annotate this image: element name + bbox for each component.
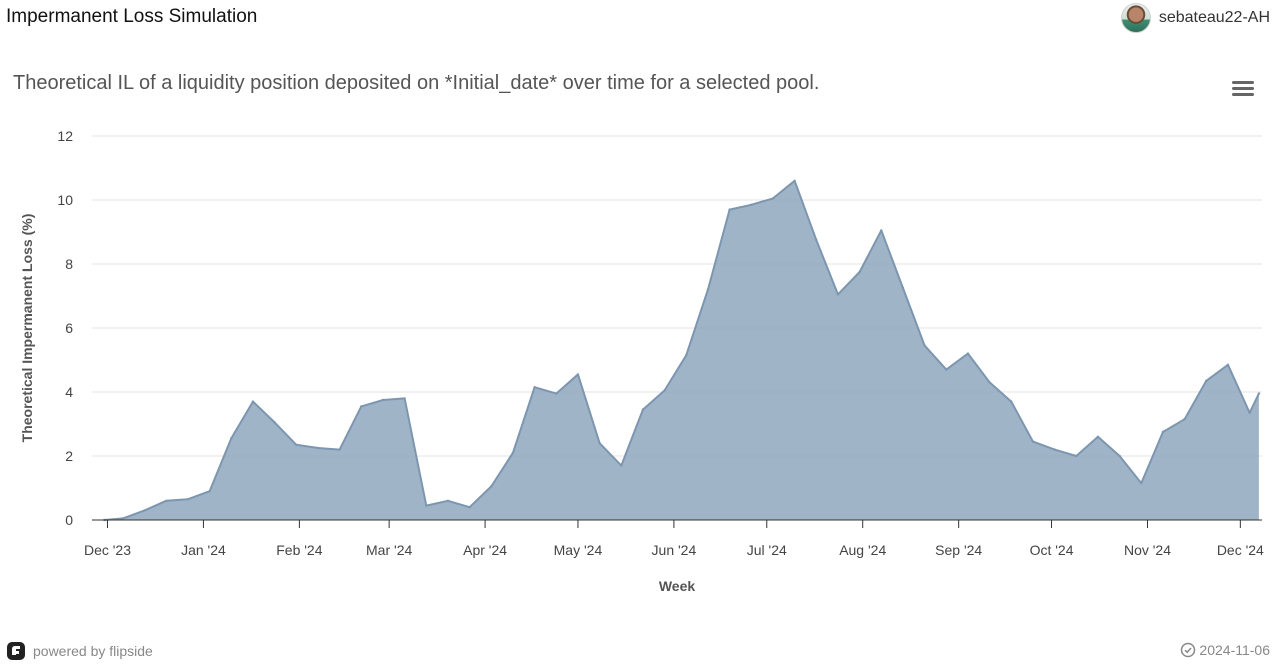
avatar[interactable]: [1120, 3, 1151, 33]
data-point: [771, 197, 775, 200]
data-point: [121, 517, 125, 520]
chart-menu-button[interactable]: [1230, 78, 1258, 100]
x-tick-label: May '24: [554, 542, 603, 558]
data-point: [966, 352, 970, 355]
refresh-date: 2024-11-06: [1180, 642, 1270, 658]
check-circle-icon: [1181, 642, 1196, 658]
data-point: [1140, 482, 1143, 485]
area-chart: 0 2 4 6 8 10 12 Dec '23 Jan '24 Feb '24 Mar '24 Ap…: [19, 128, 1264, 594]
data-point: [836, 293, 840, 296]
refresh-date-text: 2024-11-06: [1199, 642, 1270, 658]
data-point: [1248, 411, 1251, 414]
data-point: [1118, 454, 1121, 458]
data-point: [295, 443, 298, 446]
x-tick-label: Jan '24: [181, 542, 226, 558]
x-tick-label: Oct '24: [1030, 542, 1074, 558]
data-point: [511, 451, 515, 454]
x-tick-label: Jun '24: [652, 542, 697, 558]
data-point: [446, 499, 450, 502]
x-tick-label: Mar '24: [366, 542, 412, 558]
data-point: [1161, 430, 1165, 434]
data-point: [143, 509, 146, 512]
data-point: [1031, 440, 1035, 443]
data-point: [880, 229, 883, 232]
data-point: [208, 490, 211, 493]
data-point: [793, 179, 796, 182]
x-tick-label: Sep '24: [935, 542, 982, 558]
username[interactable]: sebateau22-AH: [1158, 9, 1270, 26]
data-point: [1226, 363, 1230, 366]
data-point: [403, 397, 406, 400]
data-point: [1257, 392, 1261, 395]
data-point: [706, 288, 710, 291]
data-point: [165, 499, 168, 502]
x-tick-label: Apr '24: [463, 542, 507, 558]
data-point: [490, 485, 493, 488]
y-tick-label: 6: [65, 320, 73, 336]
data-point: [598, 442, 601, 445]
data-point: [815, 238, 818, 242]
data-point: [230, 437, 233, 440]
y-tick-label: 0: [65, 512, 73, 528]
data-point: [901, 286, 905, 290]
data-point: [1010, 400, 1013, 403]
data-point: [468, 506, 471, 509]
data-point: [728, 208, 731, 211]
data-point: [988, 381, 991, 384]
x-tick-label: Dec '23: [84, 542, 131, 558]
y-tick-label: 12: [57, 128, 73, 144]
data-point: [1075, 454, 1078, 458]
data-point: [533, 386, 536, 389]
y-axis-tick-labels: 0 2 4 6 8 10 12: [57, 128, 73, 528]
data-point: [251, 400, 255, 403]
y-tick-label: 8: [65, 256, 73, 272]
powered-by-link[interactable]: powered by flipside: [6, 641, 153, 661]
data-point: [663, 389, 666, 392]
y-tick-label: 10: [57, 192, 73, 208]
data-point: [576, 373, 580, 376]
y-axis-label: Theoretical Impermanent Loss (%): [19, 214, 35, 443]
data-point: [858, 270, 861, 274]
area-fill: [104, 180, 1259, 521]
x-axis-label: Week: [659, 578, 696, 594]
data-point: [1053, 448, 1056, 451]
data-point: [1183, 418, 1186, 421]
data-point: [186, 498, 190, 501]
x-tick-label: Aug '24: [839, 542, 886, 558]
x-axis-tick-labels: Dec '23 Jan '24 Feb '24 Mar '24 Apr '24 May '…: [84, 520, 1264, 558]
data-point: [1096, 435, 1100, 438]
data-point: [1205, 379, 1208, 382]
x-tick-label: Feb '24: [276, 542, 322, 558]
data-point: [360, 405, 363, 408]
powered-by-text: powered by flipside: [33, 643, 153, 659]
data-point: [750, 203, 753, 206]
data-point: [338, 448, 341, 451]
series-area: [103, 179, 1261, 522]
user-profile[interactable]: sebateau22-AH: [1120, 3, 1270, 33]
data-point: [685, 354, 688, 357]
data-point: [381, 398, 385, 402]
data-point: [945, 368, 948, 371]
data-point: [620, 464, 623, 467]
x-tick-label: Nov '24: [1124, 542, 1171, 558]
data-point: [273, 421, 276, 424]
y-tick-label: 2: [65, 448, 73, 464]
flipside-logo-icon: [7, 642, 25, 660]
chart-title: Theoretical IL of a liquidity position d…: [13, 72, 820, 94]
data-point: [425, 504, 428, 507]
dashboard-title: Impermanent Loss Simulation: [6, 6, 258, 27]
data-point: [316, 446, 320, 450]
x-tick-label: Jul '24: [747, 542, 787, 558]
data-point: [641, 408, 645, 411]
data-point: [923, 344, 926, 347]
menu-icon: [1232, 81, 1254, 96]
y-tick-label: 4: [65, 384, 73, 400]
x-tick-label: Dec '24: [1217, 542, 1264, 558]
data-point: [555, 392, 558, 395]
